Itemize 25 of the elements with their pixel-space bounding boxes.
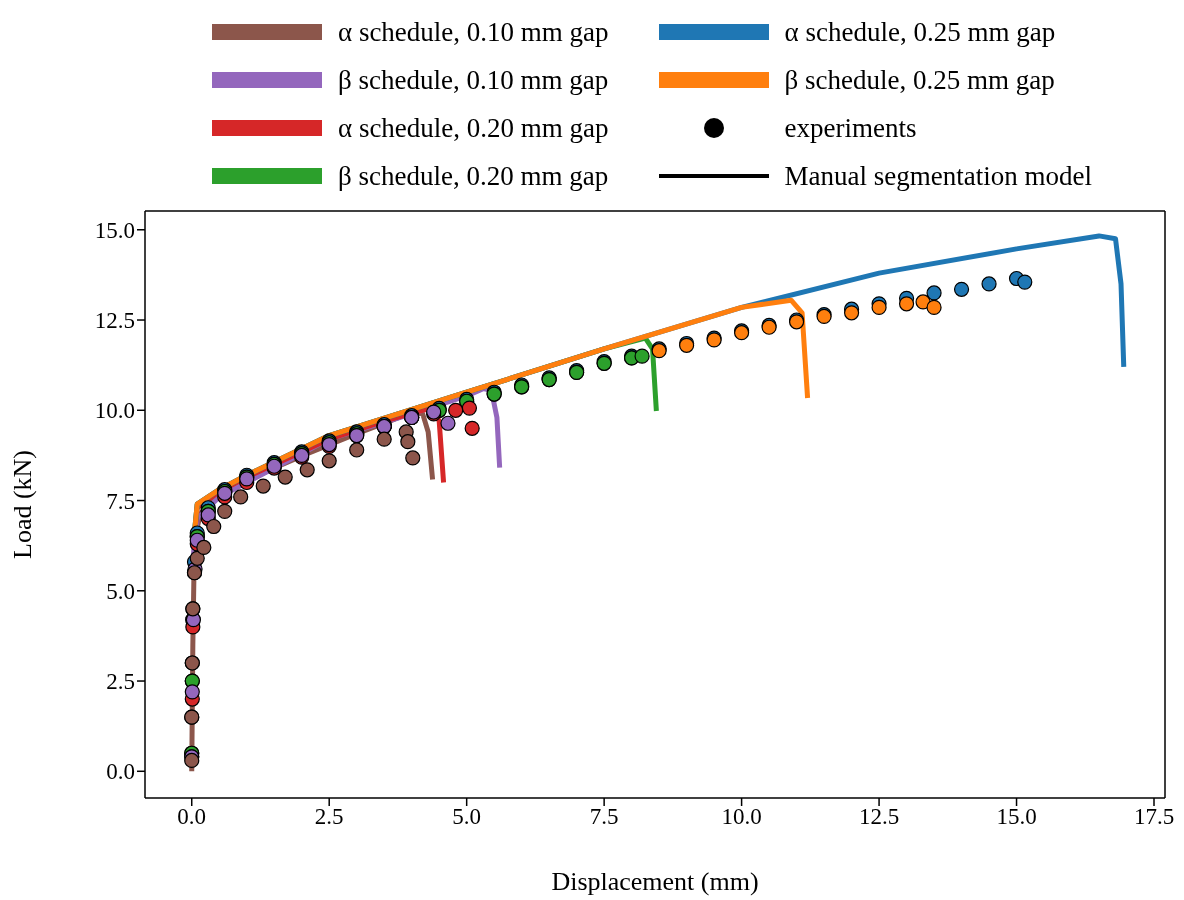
y-tick-label: 7.5 (106, 488, 135, 514)
legend-label: α schedule, 0.20 mm gap (337, 112, 609, 144)
x-tick-label: 12.5 (858, 804, 900, 830)
y-tick-label: 12.5 (94, 308, 135, 334)
legend-label: Manual segmentation model (784, 160, 1093, 192)
y-tick-label: 2.5 (106, 669, 135, 695)
y-tick-label: 0.0 (106, 759, 135, 785)
legend-label: α schedule, 0.25 mm gap (784, 16, 1056, 48)
x-tick-label: 5.0 (452, 804, 482, 830)
y-tick-label: 5.0 (106, 578, 135, 604)
legend-label: β schedule, 0.10 mm gap (337, 64, 609, 96)
x-tick-label: 2.5 (314, 804, 344, 830)
x-axis-title: Displacement (mm) (551, 867, 759, 896)
y-tick-label: 10.0 (94, 398, 135, 424)
x-tick-label: 7.5 (589, 804, 619, 830)
legend-label: β schedule, 0.25 mm gap (784, 64, 1055, 96)
x-tick-label: 17.5 (1133, 804, 1175, 830)
y-tick-label: 15.0 (94, 217, 135, 243)
legend-label: α schedule, 0.10 mm gap (337, 16, 609, 48)
x-tick-label: 10.0 (721, 804, 762, 830)
y-axis-title: Load (kN) (8, 449, 38, 560)
x-tick-label: 0.0 (177, 804, 207, 830)
x-tick-label: 15.0 (996, 804, 1037, 830)
legend-label: β schedule, 0.20 mm gap (337, 160, 609, 192)
legend-label: experiments (784, 112, 917, 144)
